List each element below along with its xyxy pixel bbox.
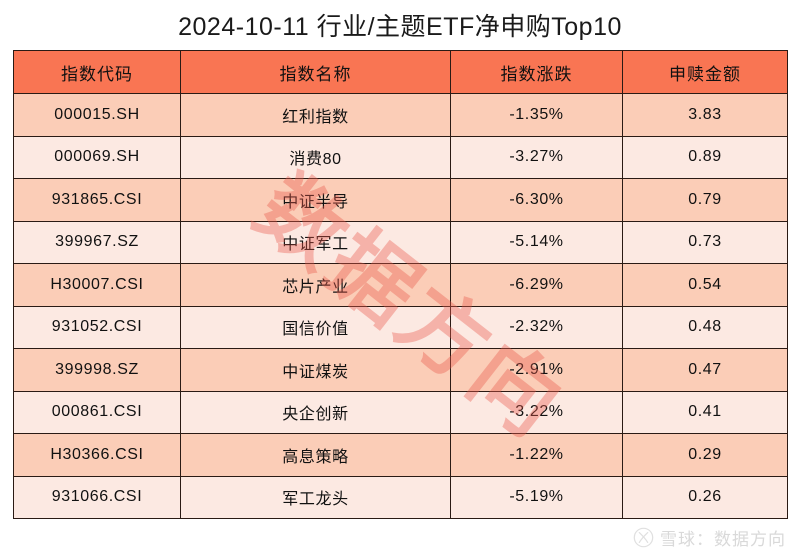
xueqiu-logo-icon (633, 527, 654, 548)
table-row: 399967.SZ 中证军工 -5.14% 0.73 (13, 220, 788, 264)
cell-index-code: 399967.SZ (13, 220, 181, 264)
column-header-amount: 申赎金额 (622, 50, 788, 94)
column-header-change: 指数涨跌 (450, 50, 623, 94)
cell-index-name: 军工龙头 (180, 475, 451, 519)
cell-index-code: 931865.CSI (13, 178, 181, 222)
cell-index-amount: 0.48 (622, 305, 788, 349)
table-row: 000861.CSI 央企创新 -3.22% 0.41 (13, 390, 788, 434)
cell-index-name: 央企创新 (180, 390, 451, 434)
cell-index-amount: 0.54 (622, 263, 788, 307)
cell-index-change: -5.19% (450, 475, 623, 519)
table-row: 931066.CSI 军工龙头 -5.19% 0.26 (13, 475, 788, 519)
cell-index-amount: 0.29 (622, 433, 788, 477)
table-row: 000015.SH 红利指数 -1.35% 3.83 (13, 93, 788, 137)
table-row: H30366.CSI 高息策略 -1.22% 0.29 (13, 433, 788, 477)
cell-index-amount: 0.79 (622, 178, 788, 222)
cell-index-code: 399998.SZ (13, 348, 181, 392)
cell-index-amount: 0.26 (622, 475, 788, 519)
cell-index-amount: 3.83 (622, 93, 788, 137)
table-row: 931052.CSI 国信价值 -2.32% 0.48 (13, 305, 788, 349)
cell-index-name: 中证半导 (180, 178, 451, 222)
cell-index-change: -6.30% (450, 178, 623, 222)
cell-index-name: 高息策略 (180, 433, 451, 477)
table-row: 931865.CSI 中证半导 -6.30% 0.79 (13, 178, 788, 222)
cell-index-change: -2.91% (450, 348, 623, 392)
cell-index-amount: 0.89 (622, 135, 788, 179)
footer-credit: 雪球：数据方向 (633, 525, 786, 550)
cell-index-change: -5.14% (450, 220, 623, 264)
cell-index-change: -6.29% (450, 263, 623, 307)
cell-index-code: 000861.CSI (13, 390, 181, 434)
cell-index-code: H30007.CSI (13, 263, 181, 307)
cell-index-name: 国信价值 (180, 305, 451, 349)
cell-index-amount: 0.41 (622, 390, 788, 434)
cell-index-code: 931052.CSI (13, 305, 181, 349)
cell-index-name: 芯片产业 (180, 263, 451, 307)
cell-index-name: 中证煤炭 (180, 348, 451, 392)
table-row: 000069.SH 消费80 -3.27% 0.89 (13, 135, 788, 179)
column-header-name: 指数名称 (180, 50, 451, 94)
cell-index-change: -2.32% (450, 305, 623, 349)
cell-index-name: 消费80 (180, 135, 451, 179)
cell-index-amount: 0.47 (622, 348, 788, 392)
page-title: 2024-10-11 行业/主题ETF净申购Top10 (178, 13, 622, 41)
cell-index-code: 000069.SH (13, 135, 181, 179)
column-header-code: 指数代码 (13, 50, 181, 94)
cell-index-code: H30366.CSI (13, 433, 181, 477)
table-body: 000015.SH 红利指数 -1.35% 3.83 000069.SH 消费8… (13, 93, 788, 519)
table-header-row: 指数代码 指数名称 指数涨跌 申赎金额 (13, 50, 788, 94)
cell-index-name: 红利指数 (180, 93, 451, 137)
cell-index-change: -1.35% (450, 93, 623, 137)
cell-index-change: -1.22% (450, 433, 623, 477)
footer-credit-text: 雪球：数据方向 (660, 530, 786, 549)
table-row: 399998.SZ 中证煤炭 -2.91% 0.47 (13, 348, 788, 392)
cell-index-amount: 0.73 (622, 220, 788, 264)
etf-table-container: 指数代码 指数名称 指数涨跌 申赎金额 000015.SH 红利指数 -1.35… (13, 50, 788, 519)
cell-index-name: 中证军工 (180, 220, 451, 264)
cell-index-change: -3.22% (450, 390, 623, 434)
cell-index-code: 931066.CSI (13, 475, 181, 519)
page-title-bar: 2024-10-11 行业/主题ETF净申购Top10 (0, 0, 800, 50)
table-header: 指数代码 指数名称 指数涨跌 申赎金额 (13, 50, 788, 94)
etf-ranking-table: 指数代码 指数名称 指数涨跌 申赎金额 000015.SH 红利指数 -1.35… (13, 50, 788, 519)
cell-index-change: -3.27% (450, 135, 623, 179)
table-row: H30007.CSI 芯片产业 -6.29% 0.54 (13, 263, 788, 307)
cell-index-code: 000015.SH (13, 93, 181, 137)
